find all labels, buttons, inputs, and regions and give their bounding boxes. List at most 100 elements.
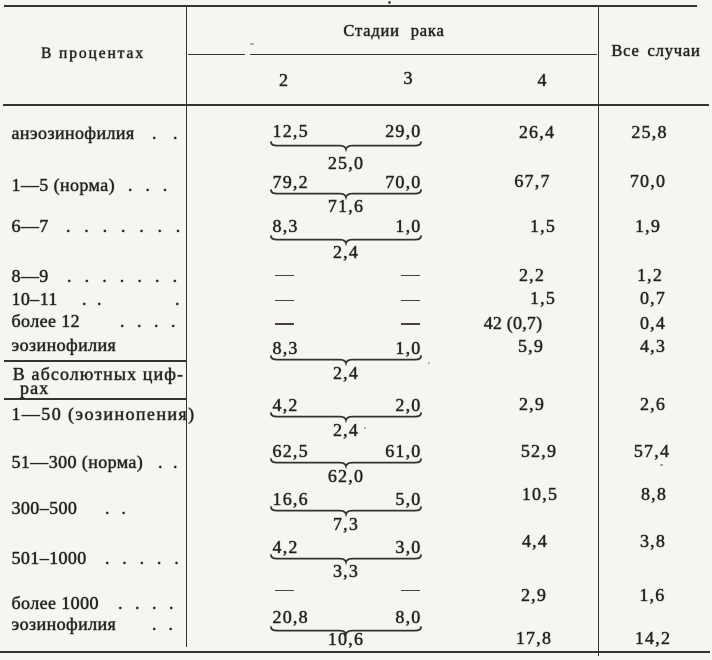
table-top-border (4, 5, 697, 8)
divider-left-column (185, 7, 188, 647)
underbrace (270, 354, 422, 367)
value-stage3-dash (400, 299, 420, 302)
row-label: 6—7 (11, 216, 49, 237)
value-stage4: 2,2 (518, 265, 546, 286)
value-combined-2-3: 10,6 (327, 628, 365, 649)
value-stage4: 5,9 (517, 335, 545, 356)
scan-speck (660, 464, 663, 466)
value-stage3: 5,0 (395, 488, 422, 509)
dot-leader: . . (105, 497, 126, 518)
dot-leader: . . . . . (105, 547, 179, 568)
dot-leader: . . . . (118, 592, 174, 613)
value-all-cases: 1,2 (636, 265, 664, 286)
dot-leader: . . . (82, 288, 180, 309)
underbrace (270, 458, 422, 470)
value-stage3: 1,0 (395, 338, 422, 359)
header-left-column: В процентах (41, 45, 145, 63)
value-stage4: 67,7 (514, 170, 551, 191)
value-all-cases: 2,6 (639, 393, 667, 414)
value-all-cases: 14,2 (634, 628, 672, 649)
row-label: 1—5 (норма) (11, 175, 116, 196)
value-all-cases: 8,8 (640, 484, 668, 505)
value-combined-2-3: 2,4 (332, 242, 360, 263)
dot-leader: . . . . . . . (67, 265, 178, 286)
value-combined-2-3: 2,4 (332, 362, 360, 383)
header-stage-3: 3 (403, 68, 413, 88)
row-label: более 12 (11, 310, 81, 331)
row-label: 10–11 (11, 288, 58, 309)
value-combined-2-3: 3,3 (332, 561, 360, 582)
row-label: 1—50 (эозинопения) (11, 403, 196, 424)
dot-leader: . . (152, 614, 173, 634)
underbrace (270, 141, 422, 153)
value-stage3: 3,0 (395, 536, 422, 557)
value-all-cases: 1,6 (639, 584, 666, 605)
section-title-line2: рах (20, 378, 50, 398)
scan-speck (428, 362, 430, 364)
value-stage2: 8,3 (272, 338, 299, 359)
value-stage3-dash (400, 323, 420, 325)
header-all-cases: Все случаи (611, 41, 701, 61)
value-stage4: 17,8 (515, 628, 553, 649)
dot-leader: . . . (128, 175, 168, 196)
value-all-cases: 3,8 (639, 530, 667, 551)
table-bottom-border (0, 651, 710, 653)
value-stage2-dash (275, 274, 294, 277)
value-stage4: 26,4 (518, 122, 556, 143)
header-bottom-border (3, 104, 709, 107)
row-label: 8—9 (11, 265, 49, 286)
underbrace (270, 411, 422, 423)
value-stage3: 8,0 (395, 606, 422, 627)
value-stage2-dash (275, 299, 294, 302)
value-stage4: 2,9 (518, 393, 546, 414)
value-stage2: 79,2 (272, 171, 309, 192)
row-label: анэозинофилия (11, 123, 135, 144)
value-stage3: 70,0 (385, 171, 422, 192)
dot-leader: . . . . . . . (66, 216, 181, 237)
scan-speck (250, 43, 254, 45)
value-stage4: 1,5 (529, 215, 557, 236)
value-stage3: 29,0 (385, 121, 422, 142)
dot-leader: . . . . (120, 310, 176, 331)
value-all-cases: 25,8 (631, 122, 668, 143)
underbrace (270, 188, 422, 200)
header-stage-4: 4 (537, 70, 547, 91)
value-all-cases: 0,4 (639, 312, 667, 333)
value-stage2-dash (275, 323, 294, 325)
section-title-line1: В абсолютных циф- (12, 364, 185, 385)
value-all-cases: 4,3 (639, 335, 667, 356)
underbrace (270, 506, 422, 518)
value-all-cases: 57,4 (633, 440, 671, 461)
underbrace (270, 553, 422, 565)
row-label: 300–500 (11, 497, 78, 518)
value-stage3-dash (400, 274, 420, 277)
value-combined-2-3: 2,4 (332, 419, 360, 440)
value-stage2-dash (275, 589, 294, 592)
underbrace (270, 625, 422, 638)
value-stage3-dash (400, 589, 420, 592)
value-stage2: 16,6 (272, 488, 309, 509)
value-stage2: 4,2 (272, 536, 299, 557)
value-combined-2-3: 71,6 (327, 195, 365, 216)
value-stage2: 12,5 (272, 121, 309, 142)
value-stage2: 62,5 (272, 440, 309, 461)
header-stage-2: 2 (279, 70, 288, 90)
scan-speck (388, 1, 391, 4)
value-stage2: 4,2 (272, 394, 299, 415)
value-stage3: 61,0 (385, 440, 422, 461)
value-combined-2-3: 25,0 (327, 152, 365, 173)
value-combined-2-3: 7,3 (332, 514, 360, 535)
value-combined-2-3: 62,0 (327, 465, 365, 486)
value-stage3: 2,0 (395, 394, 422, 415)
section-rule-top (4, 359, 186, 362)
section-rule-bottom (4, 398, 186, 400)
row-label: 501–1000 (11, 547, 87, 568)
header-stages-group: Стадии рака (343, 21, 445, 41)
row-label: более 1000 (11, 592, 99, 613)
value-stage3: 1,0 (395, 216, 422, 237)
value-all-cases: 0,7 (639, 288, 667, 309)
value-stage4: 42 (0,7) (483, 312, 543, 333)
scan-speck (364, 427, 366, 429)
value-stage4: 1,5 (529, 288, 557, 309)
